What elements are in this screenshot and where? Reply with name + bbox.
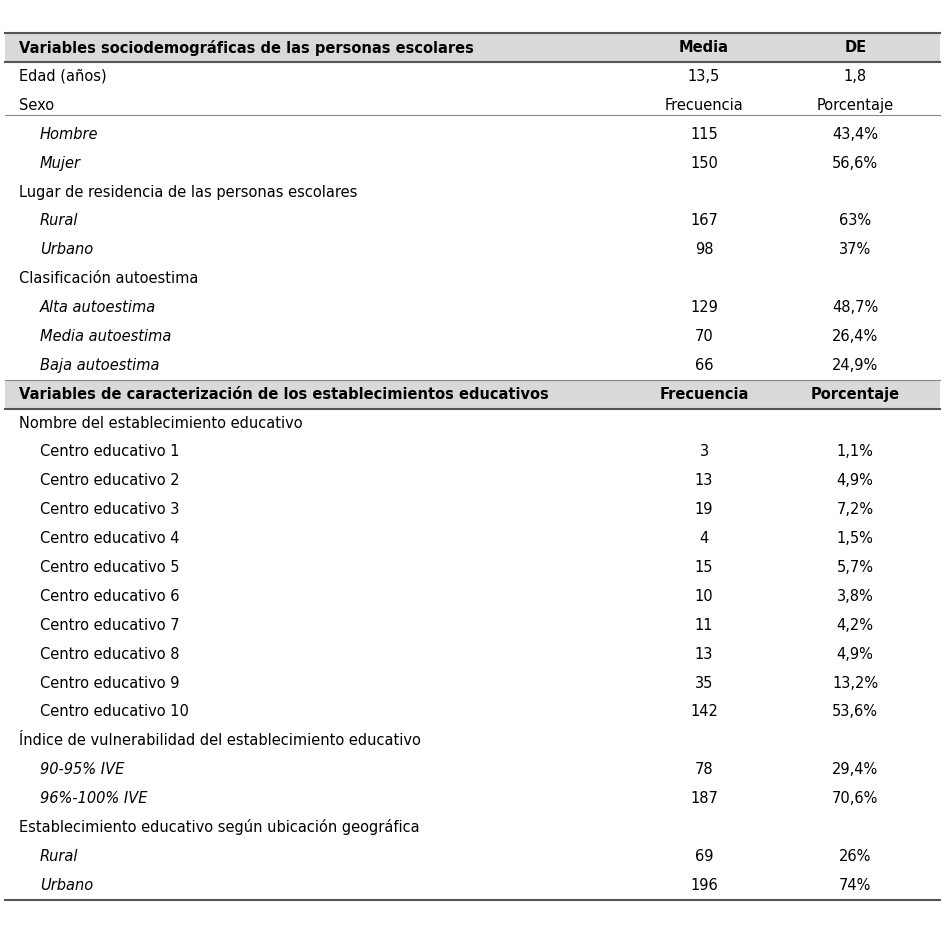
Text: 66: 66 bbox=[694, 358, 713, 373]
Text: 15: 15 bbox=[694, 560, 713, 575]
Text: Frecuencia: Frecuencia bbox=[659, 386, 748, 402]
Text: Urbano: Urbano bbox=[40, 242, 93, 258]
Text: Baja autoestima: Baja autoestima bbox=[40, 358, 159, 373]
Text: Sexo: Sexo bbox=[19, 98, 54, 113]
Text: 13: 13 bbox=[694, 647, 713, 662]
Text: 196: 196 bbox=[689, 878, 717, 893]
Text: 4,2%: 4,2% bbox=[835, 617, 873, 633]
Text: 78: 78 bbox=[694, 762, 713, 777]
Text: 43,4%: 43,4% bbox=[832, 127, 877, 142]
Text: 35: 35 bbox=[694, 675, 713, 690]
Text: 4,9%: 4,9% bbox=[835, 647, 873, 662]
Text: 74%: 74% bbox=[838, 878, 870, 893]
Text: 167: 167 bbox=[689, 213, 717, 228]
Text: 90-95% IVE: 90-95% IVE bbox=[40, 762, 124, 777]
Text: Urbano: Urbano bbox=[40, 878, 93, 893]
Text: 96%-100% IVE: 96%-100% IVE bbox=[40, 791, 147, 806]
Bar bbox=[5, 33, 939, 63]
Text: 13,5: 13,5 bbox=[687, 69, 719, 84]
Text: Establecimiento educativo según ubicación geográfica: Establecimiento educativo según ubicació… bbox=[19, 819, 419, 835]
Text: Rural: Rural bbox=[40, 213, 78, 228]
Text: 3,8%: 3,8% bbox=[836, 589, 872, 604]
Text: 13,2%: 13,2% bbox=[832, 675, 877, 690]
Text: 4: 4 bbox=[699, 531, 708, 546]
Text: Centro educativo 10: Centro educativo 10 bbox=[40, 705, 189, 720]
Text: Frecuencia: Frecuencia bbox=[664, 98, 743, 113]
Text: 70,6%: 70,6% bbox=[831, 791, 878, 806]
Text: 48,7%: 48,7% bbox=[832, 300, 877, 315]
Text: Hombre: Hombre bbox=[40, 127, 98, 142]
Text: 24,9%: 24,9% bbox=[832, 358, 877, 373]
Text: Porcentaje: Porcentaje bbox=[810, 386, 899, 402]
Text: 70: 70 bbox=[694, 329, 713, 344]
Text: Centro educativo 5: Centro educativo 5 bbox=[40, 560, 179, 575]
Text: 10: 10 bbox=[694, 589, 713, 604]
Text: Centro educativo 3: Centro educativo 3 bbox=[40, 502, 178, 517]
Text: 7,2%: 7,2% bbox=[835, 502, 873, 517]
Text: 1,8: 1,8 bbox=[843, 69, 866, 84]
Text: Centro educativo 8: Centro educativo 8 bbox=[40, 647, 179, 662]
Text: Lugar de residencia de las personas escolares: Lugar de residencia de las personas esco… bbox=[19, 185, 357, 200]
Text: Centro educativo 2: Centro educativo 2 bbox=[40, 474, 179, 489]
Text: 29,4%: 29,4% bbox=[832, 762, 877, 777]
Text: 53,6%: 53,6% bbox=[832, 705, 877, 720]
Text: 115: 115 bbox=[689, 127, 717, 142]
Text: 19: 19 bbox=[694, 502, 713, 517]
Text: 150: 150 bbox=[689, 155, 717, 170]
Text: Nombre del establecimiento educativo: Nombre del establecimiento educativo bbox=[19, 416, 302, 431]
Text: Media: Media bbox=[679, 40, 728, 55]
Text: 26,4%: 26,4% bbox=[832, 329, 877, 344]
Text: 4,9%: 4,9% bbox=[835, 474, 873, 489]
Text: 69: 69 bbox=[694, 849, 713, 864]
Text: 13: 13 bbox=[694, 474, 713, 489]
Text: DE: DE bbox=[843, 40, 866, 55]
Text: Centro educativo 1: Centro educativo 1 bbox=[40, 444, 179, 459]
Text: 1,5%: 1,5% bbox=[835, 531, 873, 546]
Text: Centro educativo 6: Centro educativo 6 bbox=[40, 589, 179, 604]
Text: 3: 3 bbox=[699, 444, 708, 459]
Text: 63%: 63% bbox=[838, 213, 870, 228]
Text: 5,7%: 5,7% bbox=[835, 560, 873, 575]
Text: 98: 98 bbox=[694, 242, 713, 258]
Text: Mujer: Mujer bbox=[40, 155, 80, 170]
Text: Centro educativo 9: Centro educativo 9 bbox=[40, 675, 179, 690]
Text: Centro educativo 4: Centro educativo 4 bbox=[40, 531, 179, 546]
Text: 11: 11 bbox=[694, 617, 713, 633]
Text: Variables sociodemográficas de las personas escolares: Variables sociodemográficas de las perso… bbox=[19, 40, 473, 56]
Text: Edad (años): Edad (años) bbox=[19, 69, 107, 84]
Text: 129: 129 bbox=[689, 300, 717, 315]
Text: 37%: 37% bbox=[838, 242, 870, 258]
Text: Centro educativo 7: Centro educativo 7 bbox=[40, 617, 179, 633]
Text: Índice de vulnerabilidad del establecimiento educativo: Índice de vulnerabilidad del establecimi… bbox=[19, 733, 420, 748]
Text: Alta autoestima: Alta autoestima bbox=[40, 300, 156, 315]
Text: Media autoestima: Media autoestima bbox=[40, 329, 171, 344]
Text: 187: 187 bbox=[689, 791, 717, 806]
Text: 56,6%: 56,6% bbox=[832, 155, 877, 170]
Text: Porcentaje: Porcentaje bbox=[816, 98, 893, 113]
Text: Rural: Rural bbox=[40, 849, 78, 864]
Bar bbox=[5, 380, 939, 409]
Text: 142: 142 bbox=[689, 705, 717, 720]
Text: Clasificación autoestima: Clasificación autoestima bbox=[19, 271, 198, 286]
Text: 1,1%: 1,1% bbox=[835, 444, 873, 459]
Text: Variables de caracterización de los establecimientos educativos: Variables de caracterización de los esta… bbox=[19, 386, 548, 402]
Text: 26%: 26% bbox=[838, 849, 870, 864]
